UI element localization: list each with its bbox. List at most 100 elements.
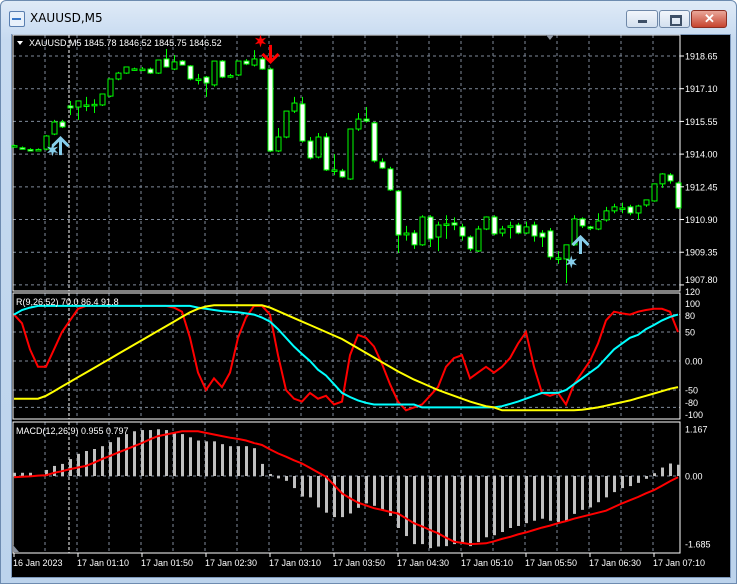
macd-histogram-bar bbox=[333, 476, 336, 518]
macd-histogram-bar bbox=[445, 476, 448, 547]
macd-legend: MACD(12,26,9) 0.955 0.797 bbox=[16, 426, 129, 436]
macd-histogram-bar bbox=[413, 476, 416, 545]
macd-histogram-bar bbox=[621, 476, 624, 489]
price-axis-label: 1914.00 bbox=[685, 150, 718, 160]
macd-signal-line bbox=[13, 430, 679, 546]
macd-histogram-bar bbox=[653, 473, 656, 476]
time-axis-label: 17 Jan 04:30 bbox=[397, 558, 449, 568]
bullish-candle bbox=[651, 183, 658, 202]
macd-histogram-bar bbox=[109, 442, 112, 476]
macd-histogram-bar bbox=[421, 476, 424, 545]
bearish-candle bbox=[299, 103, 306, 142]
bullish-candle bbox=[235, 60, 242, 76]
bearish-candle bbox=[259, 58, 266, 70]
close-button[interactable]: ✕ bbox=[691, 10, 727, 28]
macd-histogram-bar bbox=[509, 476, 512, 528]
macd-histogram-bar bbox=[357, 476, 360, 508]
macd-histogram-bar bbox=[173, 432, 176, 476]
bearish-candle bbox=[531, 224, 538, 237]
price-axis-label: 1909.35 bbox=[685, 248, 718, 258]
macd-histogram-bar bbox=[13, 472, 16, 476]
bullish-candle bbox=[51, 121, 58, 135]
title-bar[interactable]: XAUUSD,M5 ✕ bbox=[1, 1, 737, 33]
time-axis-label: 17 Jan 01:10 bbox=[77, 558, 129, 568]
macd-histogram-bar bbox=[485, 476, 488, 538]
macd-histogram-bar bbox=[493, 476, 496, 536]
macd-histogram-bar bbox=[21, 472, 24, 476]
oscillator-yellow-line bbox=[14, 304, 679, 412]
macd-histogram-bar bbox=[341, 476, 344, 518]
bearish-candle bbox=[675, 182, 682, 209]
macd-histogram-bar bbox=[597, 476, 600, 503]
sell-signal-star-icon bbox=[254, 34, 267, 48]
bearish-candle bbox=[67, 105, 74, 109]
macd-histogram-bar bbox=[277, 476, 280, 479]
macd-histogram-bar bbox=[477, 476, 480, 543]
macd-histogram-bar bbox=[533, 476, 536, 521]
bullish-candle bbox=[91, 103, 98, 107]
bullish-candle bbox=[523, 226, 530, 234]
buy-signal-star-icon bbox=[46, 143, 59, 157]
bearish-candle bbox=[147, 68, 154, 74]
price-axis-label: 1912.45 bbox=[685, 182, 718, 192]
bullish-candle bbox=[347, 128, 354, 180]
bearish-candle bbox=[539, 232, 546, 238]
time-axis-label: 17 Jan 03:10 bbox=[269, 558, 321, 568]
macd-histogram-bar bbox=[525, 476, 528, 524]
bullish-candle bbox=[35, 148, 42, 152]
minimize-button[interactable] bbox=[626, 10, 658, 28]
time-axis-label: 17 Jan 07:10 bbox=[653, 558, 705, 568]
bearish-candle bbox=[467, 236, 474, 250]
bullish-candle bbox=[75, 100, 82, 108]
bullish-candle bbox=[643, 199, 650, 206]
maximize-button[interactable] bbox=[659, 10, 690, 28]
bearish-candle bbox=[379, 161, 386, 169]
time-axis-label: 17 Jan 01:50 bbox=[141, 558, 193, 568]
scroll-marker-icon bbox=[13, 545, 19, 552]
window-title: XAUUSD,M5 bbox=[30, 11, 103, 25]
macd-histogram-bar bbox=[237, 446, 240, 476]
macd-histogram-bar bbox=[661, 467, 664, 476]
bearish-candle bbox=[515, 224, 522, 234]
bearish-candle bbox=[411, 232, 418, 246]
time-axis-label: 17 Jan 03:50 bbox=[333, 558, 385, 568]
macd-histogram-bar bbox=[349, 476, 352, 514]
bearish-candle bbox=[163, 58, 170, 68]
macd-histogram-bar bbox=[77, 453, 80, 476]
macd-histogram-bar bbox=[253, 448, 256, 476]
macd-histogram-bar bbox=[53, 465, 56, 476]
bullish-candle bbox=[635, 205, 642, 214]
bullish-candle bbox=[555, 257, 562, 260]
macd-histogram-bar bbox=[133, 431, 136, 476]
main-chart-legend: XAUUSD,M5 1845.78 1846.52 1845.75 1846.5… bbox=[29, 38, 222, 48]
oscillator-legend: R(9,26,52) 70.0 86.4 91.8 bbox=[16, 297, 119, 307]
bullish-candle bbox=[99, 93, 106, 106]
bullish-candle bbox=[507, 225, 514, 228]
macd-histogram-bar bbox=[85, 451, 88, 476]
bearish-candle bbox=[547, 230, 554, 258]
macd-histogram-bar bbox=[589, 476, 592, 508]
bearish-candle bbox=[427, 216, 434, 240]
bearish-candle bbox=[179, 60, 186, 66]
bullish-candle bbox=[403, 232, 410, 236]
macd-histogram-bar bbox=[501, 476, 504, 533]
time-axis-label: 17 Jan 05:10 bbox=[461, 558, 513, 568]
macd-histogram-bar bbox=[317, 476, 320, 508]
macd-histogram-bar bbox=[61, 463, 64, 476]
bullish-candle bbox=[115, 72, 122, 80]
macd-histogram-bar bbox=[557, 476, 560, 522]
bullish-candle bbox=[195, 78, 202, 81]
close-icon: ✕ bbox=[704, 11, 715, 26]
chart-shift-marker-icon[interactable] bbox=[546, 35, 554, 40]
maximize-icon bbox=[670, 15, 682, 26]
oscillator-axis-label: -100 bbox=[685, 410, 703, 420]
macd-histogram-bar bbox=[549, 476, 552, 521]
bullish-candle bbox=[315, 136, 322, 158]
legend-dropdown-icon[interactable] bbox=[17, 41, 23, 45]
bullish-candle bbox=[611, 206, 618, 212]
macd-histogram-bar bbox=[669, 463, 672, 476]
bearish-candle bbox=[363, 118, 370, 122]
bullish-candle bbox=[499, 228, 506, 234]
macd-histogram-bar bbox=[197, 440, 200, 476]
